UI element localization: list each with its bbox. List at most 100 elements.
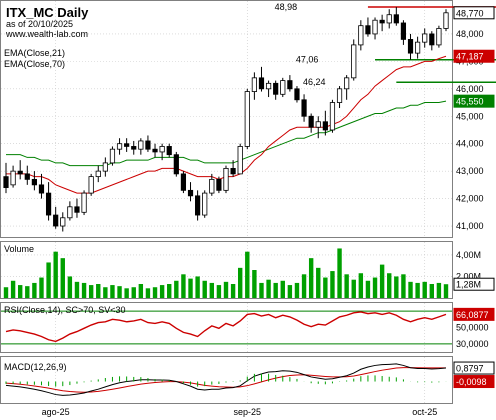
price-annotation: 48,98 <box>275 2 298 12</box>
volume-bar <box>174 280 179 298</box>
rsi-last-label: 66,0877 <box>456 310 489 320</box>
candle <box>173 154 179 175</box>
volume-tick-label: 2,00M <box>456 271 481 281</box>
volume-bar <box>138 284 144 298</box>
indicator-lines <box>1 6 496 396</box>
volume-bar <box>10 280 16 298</box>
candle <box>379 19 385 24</box>
candle <box>400 22 407 40</box>
candle <box>336 88 343 103</box>
candle <box>17 170 23 175</box>
candle <box>159 146 165 153</box>
volume-bar <box>358 273 364 298</box>
candle <box>258 77 265 90</box>
x-tick-label: oct-25 <box>412 407 437 417</box>
volume-bar <box>81 282 87 298</box>
x-tick-label: ago-25 <box>42 407 70 417</box>
price-tick-label: 46,000 <box>456 84 484 94</box>
candle <box>344 77 350 90</box>
macd-line <box>5 363 447 396</box>
macd-last-label: 0,8797 <box>456 364 484 374</box>
volume-bar <box>67 276 73 298</box>
candle <box>244 91 250 147</box>
volume-bar <box>46 262 51 298</box>
candle <box>145 140 151 150</box>
source-url: www.wealth-lab.com <box>5 29 88 39</box>
macd-pane <box>0 356 453 404</box>
volume-bar <box>351 279 356 298</box>
volume-bar <box>287 285 293 298</box>
volume-bar <box>96 284 101 298</box>
volume-bar <box>209 282 215 298</box>
price-tick-label: 45,000 <box>456 111 484 121</box>
volume-last-label: 1,28M <box>456 280 481 290</box>
volume-last-badge <box>453 277 495 291</box>
candle <box>308 115 314 128</box>
volume-bar <box>152 287 158 298</box>
volume-bar <box>103 287 108 298</box>
volume-bar <box>181 274 186 298</box>
last-value-badge <box>453 94 495 108</box>
candle <box>230 167 236 175</box>
candle <box>31 178 37 186</box>
last-value-label: 47,187 <box>456 52 484 62</box>
last-value-badge <box>453 49 495 63</box>
volume-bar <box>422 281 427 298</box>
volume-bar <box>308 258 314 298</box>
chart-marks <box>3 7 449 387</box>
volume-bar <box>323 277 328 298</box>
volume-bar <box>3 287 9 298</box>
volume-bar <box>216 285 222 298</box>
volume-bar <box>372 277 378 298</box>
price-annotation: 47,06 <box>296 55 319 65</box>
chart-labels: 41,000 42,000 43,000 44,000 45,000 46,000 47,0… <box>42 2 495 417</box>
volume-bar <box>202 280 207 298</box>
volume-bar <box>259 282 264 298</box>
last-value-label: 48,770 <box>456 8 484 18</box>
candle <box>393 14 399 24</box>
volume-bar <box>436 282 442 298</box>
candle <box>429 33 435 46</box>
candle <box>301 99 307 117</box>
volume-bar <box>195 276 200 298</box>
macd-signal-line <box>5 367 447 393</box>
volume-bar <box>365 280 371 298</box>
candle <box>45 192 52 216</box>
volume-bar <box>443 284 449 298</box>
volume-bar <box>394 276 399 298</box>
macd-last-badge <box>453 375 495 389</box>
volume-bar <box>316 267 321 298</box>
candle <box>202 192 208 216</box>
candle <box>287 80 293 90</box>
volume-bar <box>273 282 278 298</box>
volume-bar <box>74 281 80 298</box>
candle <box>38 184 45 194</box>
candle <box>124 143 130 147</box>
candle <box>443 12 449 29</box>
candle <box>223 167 229 191</box>
candle <box>422 33 428 43</box>
chart-title: ITX_MC Daily <box>6 5 89 20</box>
volume-title: Volume <box>4 244 34 254</box>
volume-bar <box>330 271 335 298</box>
rsi-line <box>5 311 447 343</box>
volume-tick-label: 4,00M <box>456 250 481 260</box>
candle <box>74 206 80 213</box>
candle <box>166 146 172 156</box>
volume-bar <box>32 282 37 298</box>
macd-last-badge <box>453 361 495 375</box>
volume-bar <box>408 281 413 298</box>
legend-ema70: EMA(Close,70) <box>4 59 65 69</box>
volume-bar <box>387 273 392 298</box>
price-tick-label: 43,000 <box>456 166 484 176</box>
volume-bar <box>294 282 300 298</box>
legend-ema21: EMA(Close,21) <box>4 48 65 58</box>
volume-bar <box>53 251 58 298</box>
volume-bar <box>159 285 165 298</box>
candle <box>152 148 158 153</box>
candle <box>415 41 421 54</box>
chart-subtitle: as of 20/10/2025 <box>6 19 73 29</box>
candle <box>329 102 336 131</box>
volume-bar <box>280 280 285 298</box>
